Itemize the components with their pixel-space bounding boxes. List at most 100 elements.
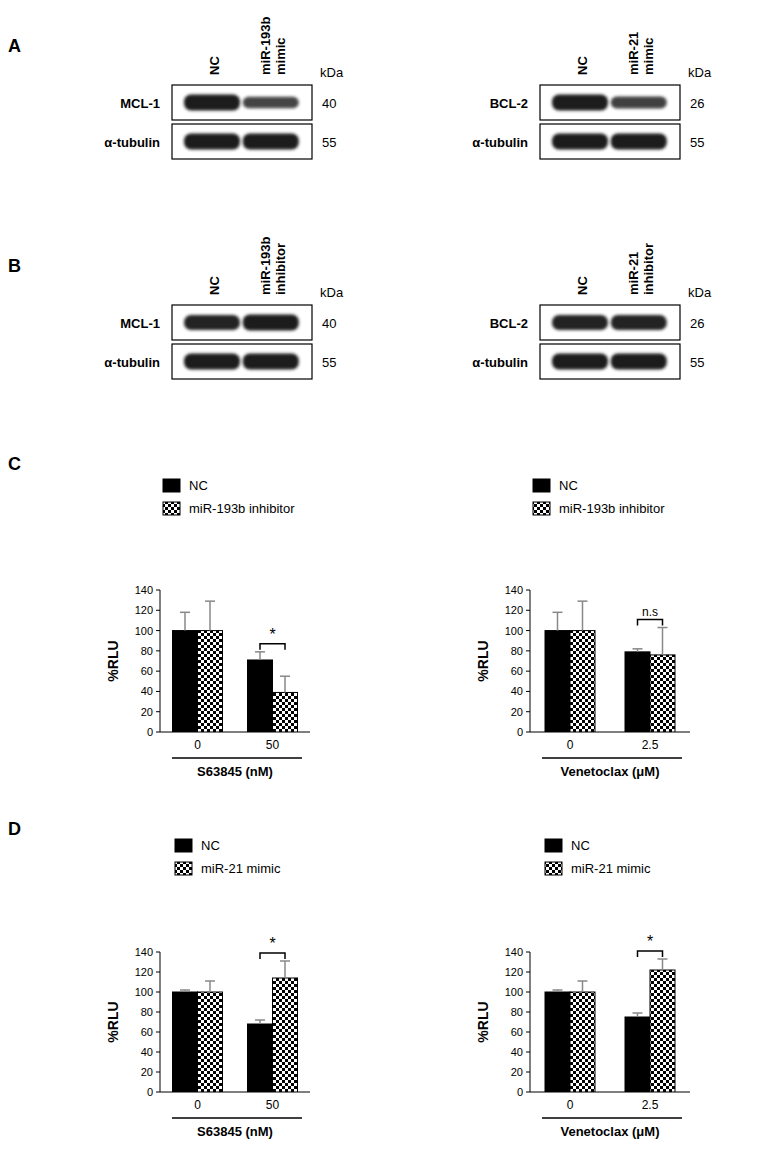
y-tick [156, 691, 160, 692]
y-tick-label: 0 [517, 1086, 523, 1098]
y-tick-label: 120 [505, 604, 523, 616]
error-cap [280, 960, 290, 962]
error-stem [259, 652, 261, 660]
y-tick [156, 1092, 160, 1093]
y-tick [526, 1012, 530, 1013]
blot: NCmiR-21inhibitorkDaBCL-226α-tubulin55 [472, 243, 712, 379]
y-tick [156, 630, 160, 631]
y-tick-label: 120 [135, 604, 153, 616]
protein-label: α-tubulin [472, 355, 528, 370]
lane-label: NC [207, 56, 222, 75]
bar [273, 978, 298, 1092]
y-tick [526, 952, 530, 953]
y-tick-label: 140 [135, 584, 153, 596]
error-cap [180, 989, 190, 991]
error-bar [633, 649, 643, 652]
x-tick-label: 0 [194, 1098, 201, 1112]
error-bar [553, 612, 563, 630]
y-tick-label: 20 [511, 706, 523, 718]
sig-bracket [260, 953, 285, 959]
kda-label: 55 [690, 355, 704, 370]
y-tick [156, 952, 160, 953]
y-tick-label: 100 [135, 625, 153, 637]
bar [248, 1024, 273, 1092]
chart: NCmiR-193b inhibitor020406080100120140%R… [105, 478, 310, 779]
legend-label: NC [189, 478, 208, 493]
bar [650, 655, 675, 732]
error-stem [662, 959, 664, 970]
band [184, 95, 240, 111]
panel-label: D [8, 819, 21, 839]
y-tick-label: 20 [141, 1066, 153, 1078]
x-label-rule [172, 1117, 302, 1119]
error-bar [553, 990, 563, 992]
legend-swatch [545, 839, 562, 852]
error-stem [582, 601, 584, 630]
y-tick [156, 1052, 160, 1053]
bar [650, 970, 675, 1092]
lane-label: NC [575, 276, 590, 295]
bar [545, 992, 570, 1092]
sig-label: n.s [642, 605, 658, 619]
y-tick-label: 40 [141, 1046, 153, 1058]
y-tick [156, 732, 160, 733]
y-tick-label: 40 [511, 1046, 523, 1058]
x-tick-label: 50 [266, 1098, 280, 1112]
legend-swatch [163, 479, 180, 492]
band [552, 354, 608, 370]
legend-label: miR-21 mimic [201, 861, 281, 876]
panel-label: A [8, 36, 21, 56]
protein-label: BCL-2 [490, 96, 528, 111]
y-tick-label: 80 [511, 1006, 523, 1018]
error-cap [658, 627, 668, 629]
bar [570, 992, 595, 1092]
x-tick-label: 2.5 [642, 738, 659, 752]
band [243, 354, 299, 370]
panel-label: B [8, 256, 21, 276]
band [611, 315, 667, 330]
x-tick-label: 0 [194, 738, 201, 752]
y-tick [156, 610, 160, 611]
x-label-rule [172, 757, 302, 759]
y-axis [160, 952, 161, 1092]
figure: A B C D NCmiR-193bmimickDaMCL-140α-tubulin55… [0, 0, 770, 1163]
bar [625, 1017, 650, 1092]
legend-label: NC [571, 838, 590, 853]
band [184, 134, 240, 150]
kda-label: 26 [690, 316, 704, 331]
kda-label: 26 [690, 96, 704, 111]
y-axis-label: %RLU [475, 640, 491, 681]
y-axis [160, 590, 161, 732]
error-bar [658, 628, 668, 655]
significance: n.s [638, 605, 663, 626]
y-tick-label: 60 [141, 1026, 153, 1038]
band [552, 134, 608, 150]
x-label-rule [542, 757, 682, 759]
bar [198, 631, 223, 732]
error-stem [209, 601, 211, 630]
unit-label: kDa [688, 65, 712, 80]
legend-label: miR-193b inhibitor [559, 501, 665, 516]
blot-frame [540, 344, 680, 379]
error-stem [284, 676, 286, 692]
y-tick-label: 20 [511, 1066, 523, 1078]
y-tick [526, 590, 530, 591]
y-tick-label: 0 [147, 726, 153, 738]
error-bar [578, 601, 588, 630]
y-tick-label: 120 [135, 966, 153, 978]
legend-label: miR-21 mimic [571, 861, 651, 876]
error-cap [658, 958, 668, 960]
blot: NCmiR-193bmimickDaMCL-140α-tubulin55 [104, 16, 344, 159]
y-tick [526, 732, 530, 733]
panel-label: C [8, 454, 21, 474]
error-cap [280, 675, 290, 677]
band [184, 354, 240, 370]
protein-label: α-tubulin [472, 135, 528, 150]
error-cap [180, 612, 190, 614]
error-cap [578, 980, 588, 982]
y-tick [526, 671, 530, 672]
error-stem [284, 961, 286, 978]
lane-label: miR-193b [258, 236, 273, 295]
blot-frame [172, 305, 312, 340]
y-tick [156, 1012, 160, 1013]
